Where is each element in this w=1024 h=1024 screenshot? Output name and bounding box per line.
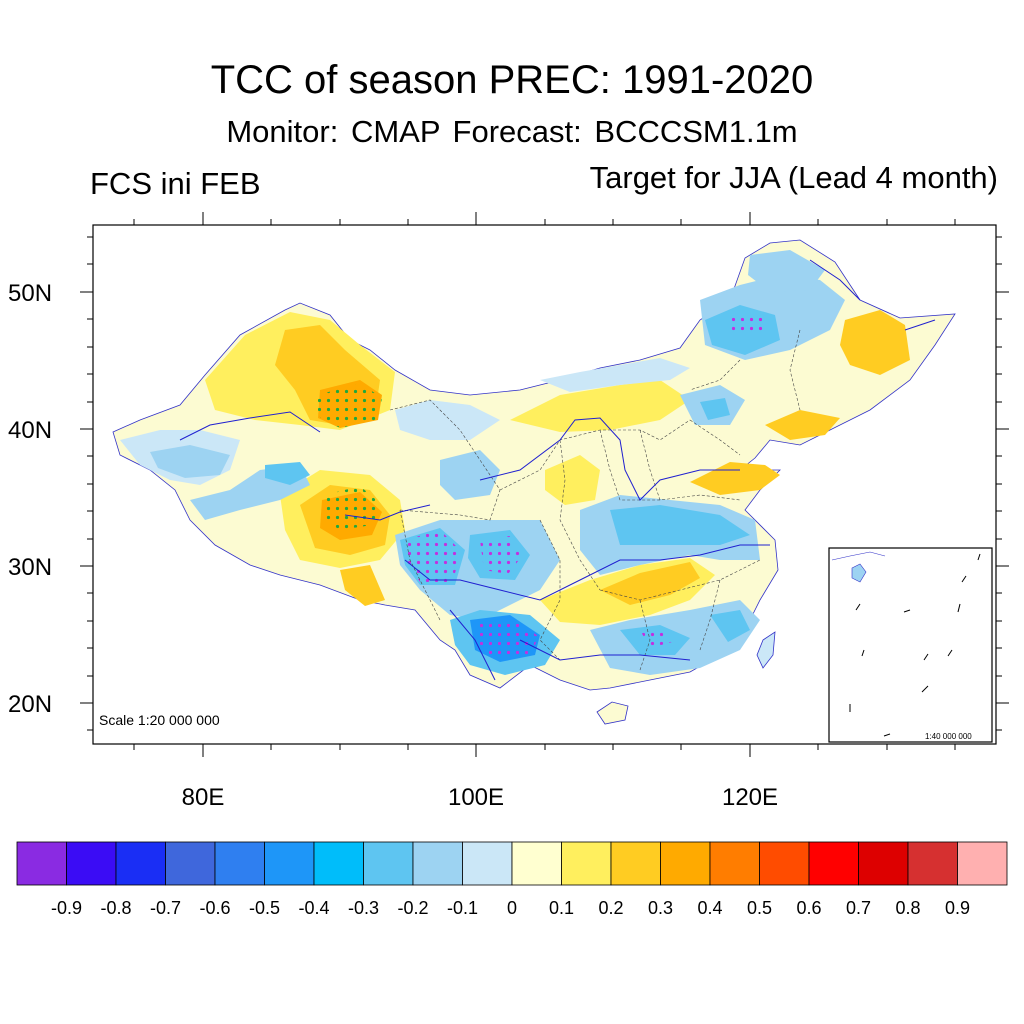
colorbar-swatch (858, 841, 909, 886)
lon-labels: 80E 100E 120E (182, 784, 778, 811)
colorbar-label: -0.5 (249, 898, 280, 918)
lat-label: 40N (8, 417, 52, 444)
colorbar-swatch (165, 841, 216, 886)
significance-dots-sichuan2 (480, 536, 522, 574)
colorbar-label: -0.1 (447, 898, 478, 918)
colorbar-swatch (709, 841, 760, 886)
colorbar-swatch (412, 841, 463, 886)
positive-region-shandong (690, 462, 780, 495)
colorbar (16, 841, 1008, 886)
positive-region-south-central-core (600, 562, 700, 605)
negative-region-west2 (150, 445, 230, 478)
left-subtitle: FCS ini FEB (90, 166, 261, 201)
negative-region-fujian (710, 610, 750, 642)
colorbar-swatch (16, 841, 67, 886)
negative-region-central-dark (610, 505, 750, 545)
colorbar-label: 0.4 (697, 898, 722, 918)
colorbar-label: 0.3 (648, 898, 673, 918)
significance-dots-xinjiang (318, 383, 382, 428)
positive-region-northeast (840, 310, 910, 375)
colorbar-swatch (462, 841, 513, 886)
significance-dots-northeast (728, 312, 770, 335)
colorbar-swatch (808, 841, 859, 886)
hainan-island (596, 701, 629, 725)
lon-label: 100E (448, 784, 504, 811)
lat-label: 30N (8, 554, 52, 581)
significance-dots-sichuan (405, 530, 462, 582)
rivers (179, 259, 936, 681)
right-subtitle: Target for JJA (Lead 4 month) (589, 160, 998, 195)
axis-ticks (80, 212, 1009, 757)
negative-region-inner-mongolia (540, 358, 690, 392)
colorbar-swatch (957, 841, 1008, 886)
positive-region-liaodong (765, 410, 840, 440)
colorbar-label: -0.4 (298, 898, 329, 918)
colorbar-swatch (511, 841, 562, 886)
inset-hainan (851, 563, 867, 583)
negative-region-hexi (395, 400, 500, 440)
colorbar-label: 0.6 (796, 898, 821, 918)
province-boundaries (389, 329, 801, 671)
colorbar-swatch (561, 841, 612, 886)
colorbar-swatch (660, 841, 711, 886)
colorbar-swatch (313, 841, 364, 886)
colorbar-label: 0.2 (598, 898, 623, 918)
colorbar-swatch (759, 841, 810, 886)
lat-label: 50N (8, 280, 52, 307)
plot-subtitle: Monitor: CMAP Forecast: BCCCSM1.1m (226, 114, 798, 149)
inset-map: 1:40 000 000 (828, 547, 993, 743)
colorbar-label: -0.3 (348, 898, 379, 918)
negative-region-beijing-dark (700, 398, 730, 420)
negative-region-qinghai (440, 450, 500, 500)
colorbar-label: -0.9 (51, 898, 82, 918)
colorbar-label: 0.5 (747, 898, 772, 918)
inset-scale-label: 1:40 000 000 (925, 732, 972, 741)
positive-region-tibet-south (340, 565, 385, 606)
colorbar-swatch (66, 841, 117, 886)
lat-labels: 50N 40N 30N 20N (8, 280, 52, 718)
colorbar-swatch (907, 841, 958, 886)
colorbar-labels: -0.9 -0.8 -0.7 -0.6 -0.5 -0.4 -0.3 -0.2 -0.1 0 0.1… (51, 898, 970, 918)
negative-region-kunlun-dark (265, 462, 310, 485)
negative-region-northeast-top (748, 250, 825, 292)
colorbar-swatch (264, 841, 315, 886)
scale-label: Scale 1:20 000 000 (99, 712, 220, 728)
positive-region-central-north (510, 380, 690, 432)
colorbar-label: -0.2 (397, 898, 428, 918)
colorbar-swatch (214, 841, 265, 886)
positive-region-central-east (545, 455, 600, 505)
lon-label: 80E (182, 784, 225, 811)
colorbar-label: -0.6 (199, 898, 230, 918)
colorbar-label: -0.8 (100, 898, 131, 918)
significance-dots-southeast (640, 628, 672, 648)
significance-dots-yunnan (475, 618, 538, 660)
lon-label: 120E (722, 784, 778, 811)
colorbar-label: 0.1 (549, 898, 574, 918)
china-map (112, 239, 956, 725)
significance-dots-tibet (322, 486, 382, 530)
colorbar-label: 0.9 (945, 898, 970, 918)
plot-title: TCC of season PREC: 1991-2020 (210, 58, 814, 102)
taiwan-island (756, 631, 776, 669)
colorbar-swatch (115, 841, 166, 886)
colorbar-label: -0.7 (150, 898, 181, 918)
colorbar-label: 0 (507, 898, 517, 918)
colorbar-swatch (610, 841, 661, 886)
colorbar-label: 0.7 (846, 898, 871, 918)
colorbar-swatch (363, 841, 414, 886)
lat-label: 20N (8, 691, 52, 718)
colorbar-label: 0.8 (895, 898, 920, 918)
